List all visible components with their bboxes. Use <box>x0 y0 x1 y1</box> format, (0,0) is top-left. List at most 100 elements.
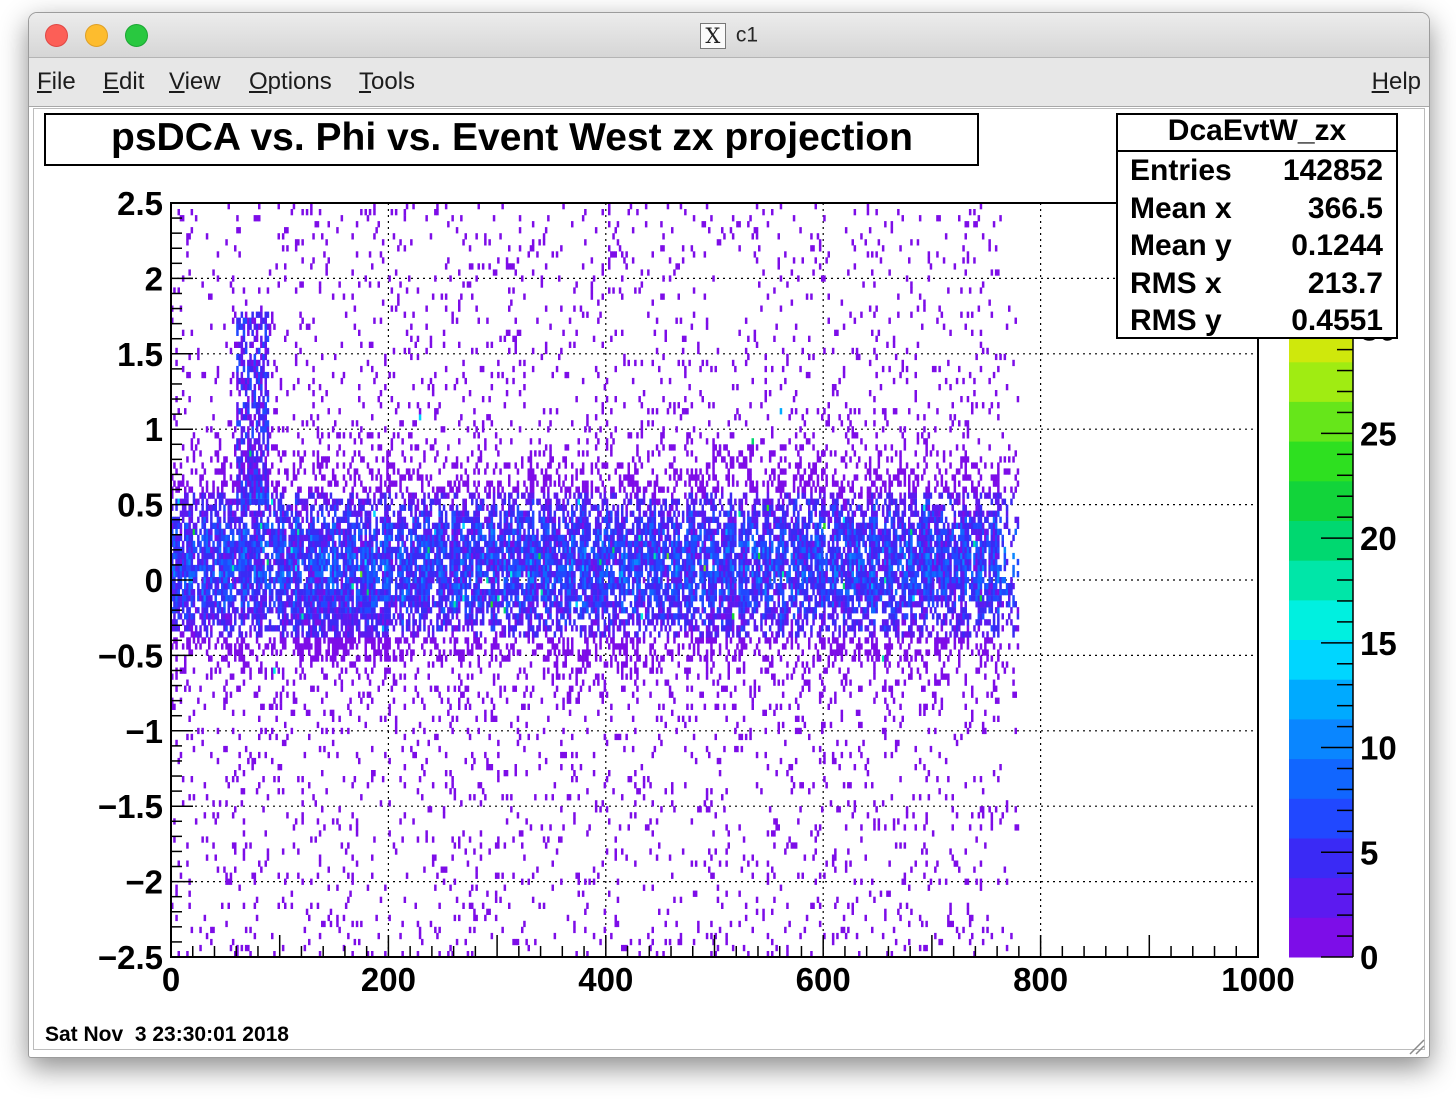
heatmap-cell <box>501 534 504 542</box>
menu-tools[interactable]: Tools <box>359 68 415 96</box>
heatmap-cell <box>214 510 217 517</box>
heatmap-cell <box>255 571 259 578</box>
heatmap-cell <box>301 776 304 783</box>
menu-edit[interactable]: Edit <box>103 68 144 96</box>
heatmap-cell <box>331 504 335 511</box>
heatmap-cell <box>434 209 437 216</box>
heatmap-cell <box>284 486 287 493</box>
heatmap-cell <box>273 625 276 632</box>
heatmap-cell <box>234 595 237 602</box>
heatmap-cell <box>499 534 502 542</box>
heatmap-cell <box>264 540 267 548</box>
heatmap-cell <box>514 498 517 505</box>
heatmap-cell <box>447 534 450 542</box>
heatmap-cell <box>351 643 354 650</box>
heatmap-cell <box>338 607 341 614</box>
heatmap-cell <box>336 516 339 523</box>
heatmap-cell <box>349 432 352 439</box>
heatmap-cell <box>362 583 365 590</box>
heatmap-cell <box>377 221 380 228</box>
heatmap-cell <box>231 305 235 312</box>
heatmap-cell <box>238 540 241 548</box>
heatmap-cell <box>499 528 502 535</box>
heatmap-cell <box>379 896 383 903</box>
menu-file-accel: F <box>37 68 52 95</box>
heatmap-cell <box>264 353 267 361</box>
heatmap-cell <box>455 589 459 596</box>
heatmap-cell <box>436 552 439 560</box>
heatmap-cell <box>386 613 389 620</box>
heatmap-cell <box>514 341 517 348</box>
heatmap-cell <box>344 583 348 590</box>
zoom-window-button[interactable] <box>125 24 148 47</box>
menu-options[interactable]: Options <box>249 68 332 96</box>
heatmap-cell <box>286 329 289 336</box>
heatmap-cell <box>518 830 522 837</box>
heatmap-cell <box>173 414 176 421</box>
heatmap-cell <box>229 510 233 517</box>
heatmap-cell <box>494 444 498 451</box>
heatmap-cell <box>340 601 344 608</box>
heatmap-cell <box>484 914 487 922</box>
heatmap-cell <box>294 595 298 602</box>
heatmap-cell <box>244 432 248 439</box>
heatmap-cell <box>194 564 198 572</box>
heatmap-cell <box>236 516 239 523</box>
heatmap-cell <box>353 938 357 946</box>
heatmap-cell <box>201 619 204 626</box>
heatmap-cell <box>401 564 404 572</box>
heatmap-cell <box>494 571 498 578</box>
heatmap-cell <box>436 577 439 584</box>
heatmap-cell <box>181 601 185 608</box>
heatmap-cell <box>266 848 270 855</box>
heatmap-cell <box>516 649 520 656</box>
heatmap-cell <box>471 607 474 614</box>
heatmap-cell <box>410 546 413 554</box>
heatmap-cell <box>212 691 215 698</box>
heatmap-cell <box>244 571 248 578</box>
heatmap-cell <box>247 317 250 324</box>
heatmap-cell <box>451 595 454 602</box>
heatmap-cell <box>421 486 424 493</box>
heatmap-cell <box>414 595 417 602</box>
heatmap-cell <box>392 679 396 686</box>
heatmap-cell <box>477 552 480 560</box>
heatmap-cell <box>408 468 411 475</box>
heatmap-cell <box>449 703 452 710</box>
close-window-button[interactable] <box>45 24 68 47</box>
heatmap-cell <box>258 311 261 318</box>
heatmap-cell <box>510 577 513 584</box>
heatmap-cell <box>223 595 226 602</box>
heatmap-cell <box>429 341 433 348</box>
heatmap-cell <box>488 510 491 517</box>
heatmap-cell <box>188 794 191 801</box>
heatmap-cell <box>423 770 426 777</box>
heatmap-cell <box>253 365 257 373</box>
heatmap-cell <box>314 540 317 548</box>
heatmap-cell <box>275 595 278 602</box>
minimize-window-button[interactable] <box>85 24 108 47</box>
heatmap-cell <box>234 583 237 590</box>
heatmap-cell <box>321 667 324 674</box>
menu-file[interactable]: File <box>37 68 76 96</box>
heatmap-cell <box>368 679 372 686</box>
heatmap-cell <box>258 552 261 560</box>
menu-view[interactable]: View <box>169 68 221 96</box>
heatmap-cell <box>312 625 315 632</box>
heatmap-cell <box>284 637 287 644</box>
heatmap-cell <box>294 619 298 626</box>
heatmap-cell <box>242 317 246 324</box>
heatmap-cell <box>351 782 354 789</box>
heatmap-cell <box>181 365 185 373</box>
heatmap-cell <box>384 649 387 656</box>
menu-help[interactable]: Help <box>1372 68 1421 96</box>
heatmap-cell <box>497 522 500 529</box>
heatmap-cell <box>425 528 428 535</box>
heatmap-cell <box>353 776 357 783</box>
heatmap-cell <box>236 438 239 445</box>
heatmap-cell <box>316 643 320 650</box>
heatmap-cell <box>358 625 361 632</box>
heatmap-cell <box>414 546 417 554</box>
